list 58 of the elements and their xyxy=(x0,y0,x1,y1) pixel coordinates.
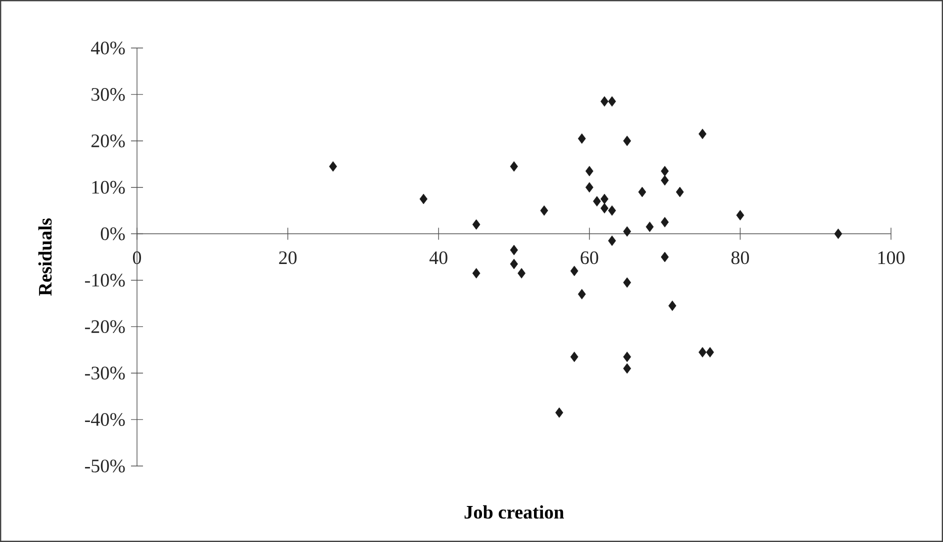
point xyxy=(660,166,669,176)
x-axis-title: Job creation xyxy=(464,505,564,519)
x-tick-label: 40 xyxy=(429,251,448,264)
point xyxy=(660,175,669,186)
point xyxy=(623,277,632,288)
point xyxy=(623,363,632,374)
point xyxy=(578,133,586,144)
x-tick-label: 80 xyxy=(731,251,749,264)
y-tick-label: 10% xyxy=(92,180,125,194)
point xyxy=(608,96,616,107)
y-tick-label: 20% xyxy=(91,134,125,148)
point xyxy=(638,186,646,198)
y-tick-label: 30% xyxy=(92,88,125,101)
point xyxy=(706,347,714,358)
point xyxy=(510,244,518,256)
point xyxy=(834,228,842,239)
point xyxy=(608,205,616,216)
point xyxy=(698,128,706,140)
point xyxy=(668,300,676,311)
point xyxy=(660,216,669,228)
y-axis-title: Residuals xyxy=(38,218,52,296)
y-tick-label: -10% xyxy=(85,274,125,287)
x-tick-label: 60 xyxy=(580,251,598,264)
y-tick-label: -40% xyxy=(85,413,125,426)
point xyxy=(472,219,480,230)
point xyxy=(578,288,586,300)
point xyxy=(570,352,578,362)
point xyxy=(623,226,632,237)
point xyxy=(540,205,548,216)
y-tick-label: -30% xyxy=(85,366,125,380)
point xyxy=(570,266,578,276)
point xyxy=(510,258,518,270)
point xyxy=(600,194,608,204)
point xyxy=(623,136,632,146)
point xyxy=(555,407,564,418)
point xyxy=(600,203,608,214)
point xyxy=(585,166,594,176)
point xyxy=(329,161,337,172)
point xyxy=(608,236,616,246)
y-tick-label: -20% xyxy=(85,320,125,334)
x-tick-label: 100 xyxy=(878,251,905,264)
point xyxy=(592,196,601,206)
point xyxy=(600,96,608,107)
point xyxy=(736,210,744,220)
point xyxy=(585,182,594,193)
point xyxy=(646,222,654,232)
point xyxy=(676,186,684,198)
point xyxy=(698,347,706,358)
y-tick-label: 40% xyxy=(91,42,125,54)
point xyxy=(472,268,480,278)
point xyxy=(623,352,632,362)
y-tick-label: -50% xyxy=(85,460,125,472)
point xyxy=(510,161,518,172)
y-tick-label: 0% xyxy=(100,227,125,240)
point xyxy=(518,268,526,278)
point xyxy=(420,194,428,204)
x-tick-label: 20 xyxy=(279,251,297,264)
point xyxy=(660,252,669,262)
